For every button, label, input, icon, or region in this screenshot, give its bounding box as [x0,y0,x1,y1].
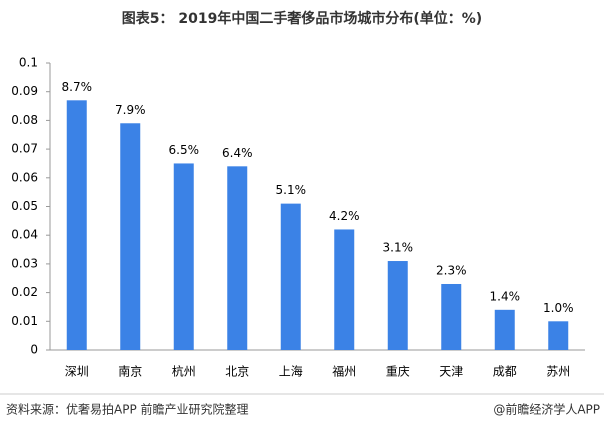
y-tick-label: 0.07 [11,142,38,156]
x-tick-label: 福州 [332,364,356,379]
bar [441,283,462,350]
x-tick-label: 天津 [439,365,463,379]
data-label: 2.3% [436,263,467,277]
data-label: 3.1% [383,241,414,255]
x-tick-label: 重庆 [386,365,410,379]
credit: @前瞻经济学人APP [493,402,600,417]
y-tick-label: 0.08 [11,113,38,127]
data-label: 6.4% [222,146,253,160]
bar [120,123,141,351]
data-label: 5.1% [276,183,307,197]
bar [494,309,515,350]
x-tick-label: 苏州 [546,365,570,379]
y-tick-label: 0 [30,343,38,357]
y-tick-label: 0.09 [11,84,38,98]
bar [227,166,248,350]
bar [280,203,301,350]
data-label: 6.5% [169,143,200,157]
y-tick-label: 0.04 [11,228,38,242]
bar [66,100,87,350]
x-tick-label: 上海 [279,364,303,379]
y-tick-label: 0.05 [11,199,38,213]
data-label: 4.2% [329,209,360,223]
data-label: 8.7% [62,80,93,94]
x-tick-label: 深圳 [65,365,89,379]
bar [173,163,194,350]
x-tick-label: 杭州 [172,364,196,379]
bar [387,261,408,350]
x-tick-label: 南京 [118,364,142,379]
y-tick-label: 0.06 [11,170,38,184]
bar [548,321,569,350]
data-label: 1.0% [543,301,574,315]
y-tick-label: 0.02 [11,285,38,299]
y-tick-label: 0.03 [11,256,38,270]
x-tick-label: 成都 [493,365,517,379]
y-tick-label: 0.1 [19,56,38,70]
x-tick-label: 北京 [225,365,249,379]
source: 资料来源：优奢易拍APP 前瞻产业研究院整理 [6,402,249,417]
data-label: 1.4% [490,289,521,303]
bar [334,229,355,350]
y-tick-label: 0.01 [11,314,38,328]
data-label: 7.9% [115,103,146,117]
chart-title: 图表5： 2019年中国二手奢侈品市场城市分布(单位：%) [122,10,482,27]
